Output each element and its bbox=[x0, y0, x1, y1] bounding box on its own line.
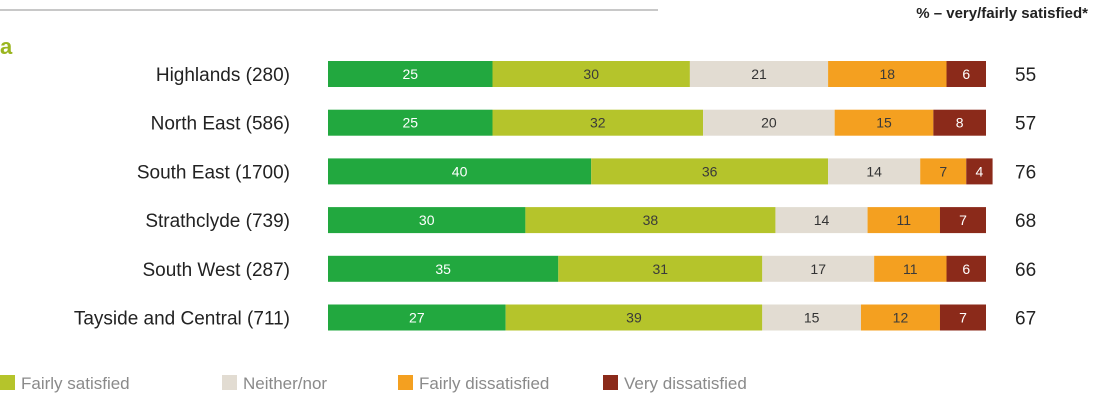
bar-segment-very-dissatisfied bbox=[939, 304, 986, 331]
data-label: 39 bbox=[626, 310, 642, 326]
bar-segment-very-dissatisfied bbox=[939, 207, 986, 234]
data-label: 14 bbox=[814, 212, 830, 228]
data-label: 14 bbox=[866, 163, 882, 179]
legend-swatch bbox=[398, 375, 413, 390]
data-label: 36 bbox=[702, 163, 718, 179]
bar-row-south-east-1700: South East (1700) 40 36 14 7 4 76 bbox=[137, 158, 1036, 185]
category-label: North East (586) bbox=[151, 114, 290, 135]
satisfied-total-value: 55 bbox=[1015, 65, 1036, 86]
bar-segment-neither-nor bbox=[762, 255, 875, 282]
data-label: 7 bbox=[959, 212, 967, 228]
bar-segment-very-satisfied bbox=[328, 207, 526, 234]
category-label: Strathclyde (739) bbox=[145, 211, 290, 232]
bar-segment-neither-nor bbox=[775, 207, 868, 234]
data-label: 30 bbox=[419, 212, 435, 228]
bar-row-south-west-287: South West (287) 35 31 17 11 6 66 bbox=[142, 255, 1036, 282]
bar-segment-neither-nor bbox=[762, 304, 861, 331]
data-label: 31 bbox=[653, 261, 669, 277]
bar-segment-neither-nor bbox=[689, 61, 829, 87]
satisfied-total-value: 57 bbox=[1015, 114, 1036, 135]
bar-segment-very-satisfied bbox=[328, 61, 493, 87]
bar-segment-fairly-dissatisfied bbox=[867, 207, 940, 234]
data-label: 6 bbox=[962, 66, 970, 82]
bar-row-strathclyde-739: Strathclyde (739) 30 38 14 11 7 68 bbox=[145, 207, 1036, 234]
data-label: 15 bbox=[876, 115, 892, 131]
data-label: 25 bbox=[402, 115, 418, 131]
corner-letter: a bbox=[0, 34, 13, 59]
legend-item-fairly-dissatisfied: Fairly dissatisfied bbox=[398, 374, 549, 394]
bar-segment-very-dissatisfied bbox=[946, 255, 986, 282]
bar-segment-very-satisfied bbox=[328, 255, 559, 282]
data-label: 11 bbox=[903, 261, 918, 277]
bar-segment-very-dissatisfied bbox=[946, 61, 986, 87]
legend-label: Very dissatisfied bbox=[624, 374, 747, 393]
legend-label: Fairly dissatisfied bbox=[419, 374, 550, 393]
satisfied-total-value: 76 bbox=[1015, 162, 1036, 183]
bar-segment-fairly-satisfied bbox=[505, 304, 763, 331]
bar-segment-fairly-dissatisfied bbox=[828, 61, 947, 87]
bar-segment-very-satisfied bbox=[328, 109, 493, 136]
data-label: 12 bbox=[893, 310, 909, 326]
bar-segment-neither-nor bbox=[703, 109, 835, 136]
data-label: 27 bbox=[409, 310, 425, 326]
data-label: 32 bbox=[590, 115, 606, 131]
data-label: 21 bbox=[751, 66, 767, 82]
bar-segment-fairly-satisfied bbox=[525, 207, 776, 234]
data-label: 17 bbox=[810, 261, 826, 277]
legend-swatch bbox=[603, 375, 618, 390]
bar-segment-fairly-satisfied bbox=[558, 255, 763, 282]
bar-segment-fairly-dissatisfied bbox=[874, 255, 947, 282]
bar-segment-very-dissatisfied bbox=[933, 109, 986, 136]
category-label: South East (1700) bbox=[137, 162, 290, 183]
bar-segment-very-satisfied bbox=[328, 158, 592, 185]
data-label: 8 bbox=[956, 115, 964, 131]
category-label: Highlands (280) bbox=[156, 65, 290, 86]
bar-segment-very-satisfied bbox=[328, 304, 506, 331]
bar-segment-very-dissatisfied bbox=[966, 158, 993, 185]
bar-segment-fairly-dissatisfied bbox=[834, 109, 934, 136]
data-label: 25 bbox=[402, 66, 418, 82]
top-divider bbox=[0, 9, 658, 11]
data-label: 40 bbox=[452, 163, 468, 179]
stacked-bar-chart: Highlands (280) 25 30 21 18 6 55 North East (58… bbox=[74, 61, 1036, 331]
bar-segment-fairly-dissatisfied bbox=[860, 304, 940, 331]
data-label: 11 bbox=[896, 212, 911, 228]
bar-segment-fairly-dissatisfied bbox=[920, 158, 967, 185]
data-label: 20 bbox=[761, 115, 777, 131]
data-label: 7 bbox=[959, 310, 967, 326]
bar-row-tayside-and-central-711: Tayside and Central (711) 27 39 15 12 7 67 bbox=[74, 304, 1036, 331]
data-label: 4 bbox=[976, 163, 984, 179]
data-label: 38 bbox=[643, 212, 659, 228]
data-label: 7 bbox=[939, 163, 947, 179]
bar-segment-fairly-satisfied bbox=[492, 61, 690, 87]
data-label: 30 bbox=[583, 66, 599, 82]
data-label: 18 bbox=[880, 66, 896, 82]
category-label: Tayside and Central (711) bbox=[74, 309, 290, 330]
legend-swatch bbox=[222, 375, 237, 390]
legend-item-neither-nor: Neither/nor bbox=[222, 374, 327, 394]
bar-segment-fairly-satisfied bbox=[492, 109, 704, 136]
data-label: 35 bbox=[435, 261, 451, 277]
satisfied-total-value: 66 bbox=[1015, 260, 1036, 281]
legend-label: Fairly satisfied bbox=[21, 374, 130, 393]
satisfied-total-value: 67 bbox=[1015, 309, 1036, 330]
bar-row-north-east-586: North East (586) 25 32 20 15 8 57 bbox=[151, 109, 1036, 136]
satisfied-total-header: % – very/fairly satisfied* bbox=[916, 5, 1088, 22]
legend-label: Neither/nor bbox=[243, 374, 328, 393]
bar-segment-fairly-satisfied bbox=[591, 158, 829, 185]
bar-row-highlands-280: Highlands (280) 25 30 21 18 6 55 bbox=[156, 61, 1036, 87]
data-label: 6 bbox=[962, 261, 970, 277]
satisfied-total-value: 68 bbox=[1015, 211, 1036, 232]
category-label: South West (287) bbox=[142, 260, 290, 281]
data-label: 15 bbox=[804, 310, 820, 326]
legend-swatch bbox=[0, 375, 15, 390]
legend-item-very-dissatisfied: Very dissatisfied bbox=[603, 374, 747, 394]
bar-segment-neither-nor bbox=[828, 158, 921, 185]
legend-item-fairly-satisfied: Fairly satisfied bbox=[0, 374, 130, 394]
